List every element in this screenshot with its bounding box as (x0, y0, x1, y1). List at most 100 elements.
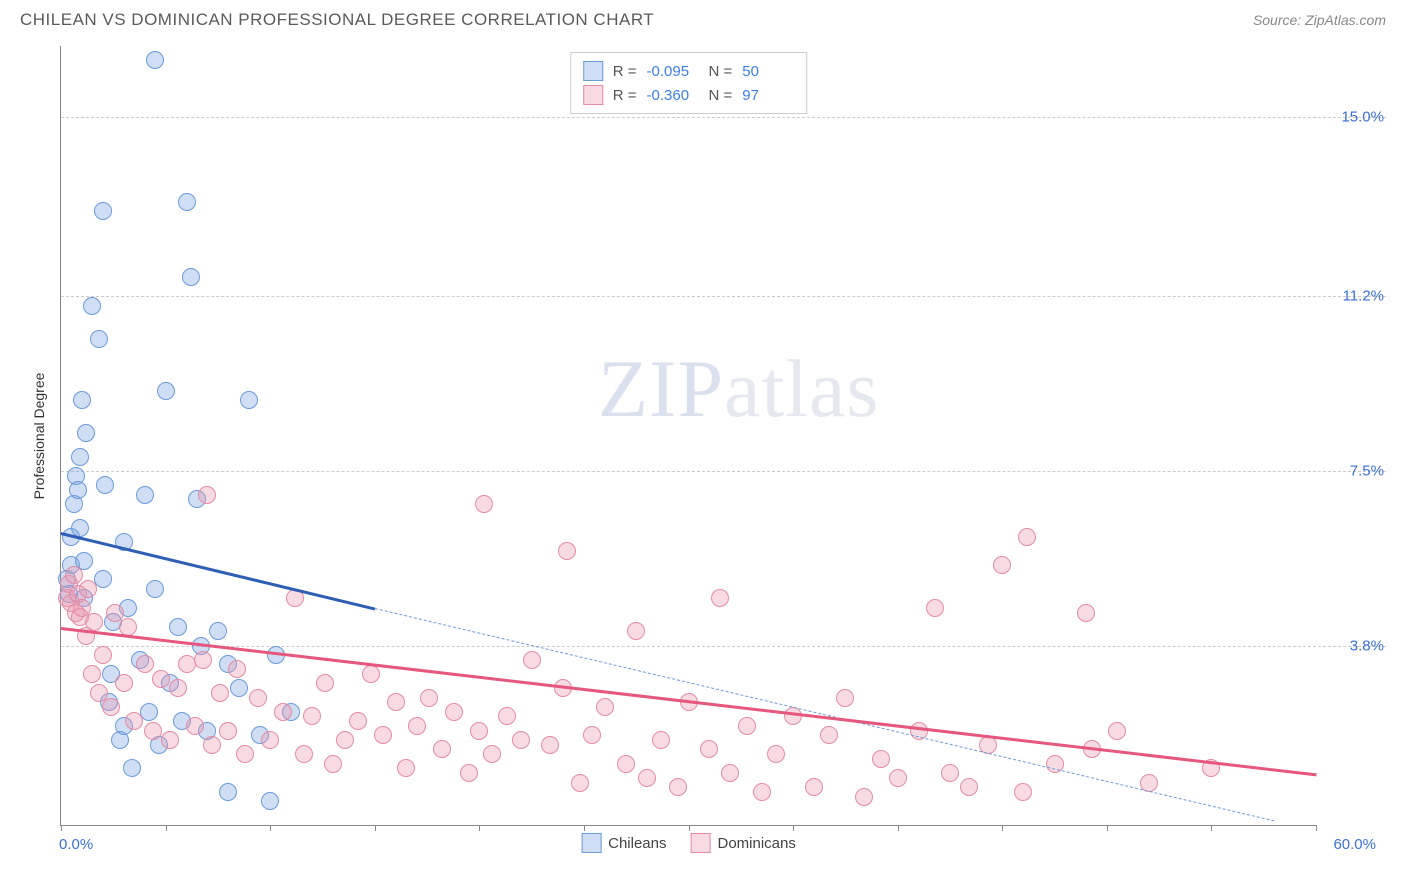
data-point (445, 703, 463, 721)
gridline (61, 646, 1386, 647)
data-point (960, 778, 978, 796)
data-point (303, 707, 321, 725)
data-point (805, 778, 823, 796)
correlation-legend: R = -0.095 N = 50 R = -0.360 N = 97 (570, 52, 808, 114)
watermark: ZIPatlas (598, 342, 879, 436)
data-point (523, 651, 541, 669)
data-point (236, 745, 254, 763)
data-point (738, 717, 756, 735)
x-tick (270, 825, 271, 831)
data-point (1077, 604, 1095, 622)
legend-r-label: R = (613, 87, 637, 104)
data-point (700, 740, 718, 758)
data-point (211, 684, 229, 702)
data-point (85, 613, 103, 631)
data-point (274, 703, 292, 721)
data-point (336, 731, 354, 749)
data-point (541, 736, 559, 754)
data-point (123, 759, 141, 777)
x-min-label: 0.0% (59, 836, 93, 853)
data-point (96, 476, 114, 494)
legend-series-item: Chileans (581, 833, 666, 853)
data-point (498, 707, 516, 725)
x-tick (1316, 825, 1317, 831)
data-point (926, 599, 944, 617)
data-point (295, 745, 313, 763)
legend-n-value: 50 (742, 63, 794, 80)
x-tick (1211, 825, 1212, 831)
chart-source: Source: ZipAtlas.com (1253, 12, 1386, 28)
data-point (115, 674, 133, 692)
legend-stat-row: R = -0.360 N = 97 (583, 83, 795, 107)
data-point (820, 726, 838, 744)
chart-container: Professional Degree ZIPatlas 0.0% 60.0% … (20, 36, 1386, 866)
data-point (169, 679, 187, 697)
data-point (669, 778, 687, 796)
data-point (420, 689, 438, 707)
legend-swatch (581, 833, 601, 853)
x-max-label: 60.0% (1333, 836, 1376, 853)
data-point (219, 783, 237, 801)
data-point (316, 674, 334, 692)
legend-r-value: -0.095 (647, 63, 699, 80)
data-point (627, 622, 645, 640)
legend-n-value: 97 (742, 87, 794, 104)
data-point (836, 689, 854, 707)
data-point (470, 722, 488, 740)
plot-area: Professional Degree ZIPatlas 0.0% 60.0% … (60, 46, 1316, 826)
data-point (1018, 528, 1036, 546)
data-point (178, 193, 196, 211)
x-tick (375, 825, 376, 831)
data-point (182, 268, 200, 286)
data-point (261, 792, 279, 810)
data-point (397, 759, 415, 777)
data-point (65, 566, 83, 584)
y-tick-label: 3.8% (1324, 637, 1384, 654)
y-axis-label: Professional Degree (31, 372, 47, 499)
data-point (475, 495, 493, 513)
data-point (94, 646, 112, 664)
x-tick (689, 825, 690, 831)
data-point (169, 618, 187, 636)
legend-stat-row: R =-0.095N =50 (583, 59, 795, 83)
legend-n-label: N = (709, 87, 733, 104)
y-tick-label: 7.5% (1324, 462, 1384, 479)
chart-header: CHILEAN VS DOMINICAN PROFESSIONAL DEGREE… (0, 0, 1406, 36)
data-point (79, 580, 97, 598)
legend-r-value: -0.360 (647, 87, 699, 104)
data-point (73, 391, 91, 409)
data-point (203, 736, 221, 754)
data-point (240, 391, 258, 409)
data-point (157, 382, 175, 400)
gridline (61, 117, 1386, 118)
data-point (146, 580, 164, 598)
x-tick (61, 825, 62, 831)
data-point (90, 330, 108, 348)
legend-r-label: R = (613, 63, 637, 80)
data-point (652, 731, 670, 749)
data-point (617, 755, 635, 773)
data-point (889, 769, 907, 787)
data-point (71, 448, 89, 466)
data-point (753, 783, 771, 801)
data-point (94, 202, 112, 220)
chart-title: CHILEAN VS DOMINICAN PROFESSIONAL DEGREE… (20, 10, 654, 30)
data-point (261, 731, 279, 749)
data-point (433, 740, 451, 758)
data-point (125, 712, 143, 730)
data-point (77, 424, 95, 442)
data-point (194, 651, 212, 669)
data-point (219, 722, 237, 740)
data-point (178, 655, 196, 673)
data-point (69, 481, 87, 499)
x-tick (479, 825, 480, 831)
data-point (596, 698, 614, 716)
data-point (362, 665, 380, 683)
data-point (230, 679, 248, 697)
data-point (767, 745, 785, 763)
data-point (161, 731, 179, 749)
data-point (228, 660, 246, 678)
gridline (61, 471, 1386, 472)
data-point (512, 731, 530, 749)
legend-swatch (583, 85, 603, 105)
